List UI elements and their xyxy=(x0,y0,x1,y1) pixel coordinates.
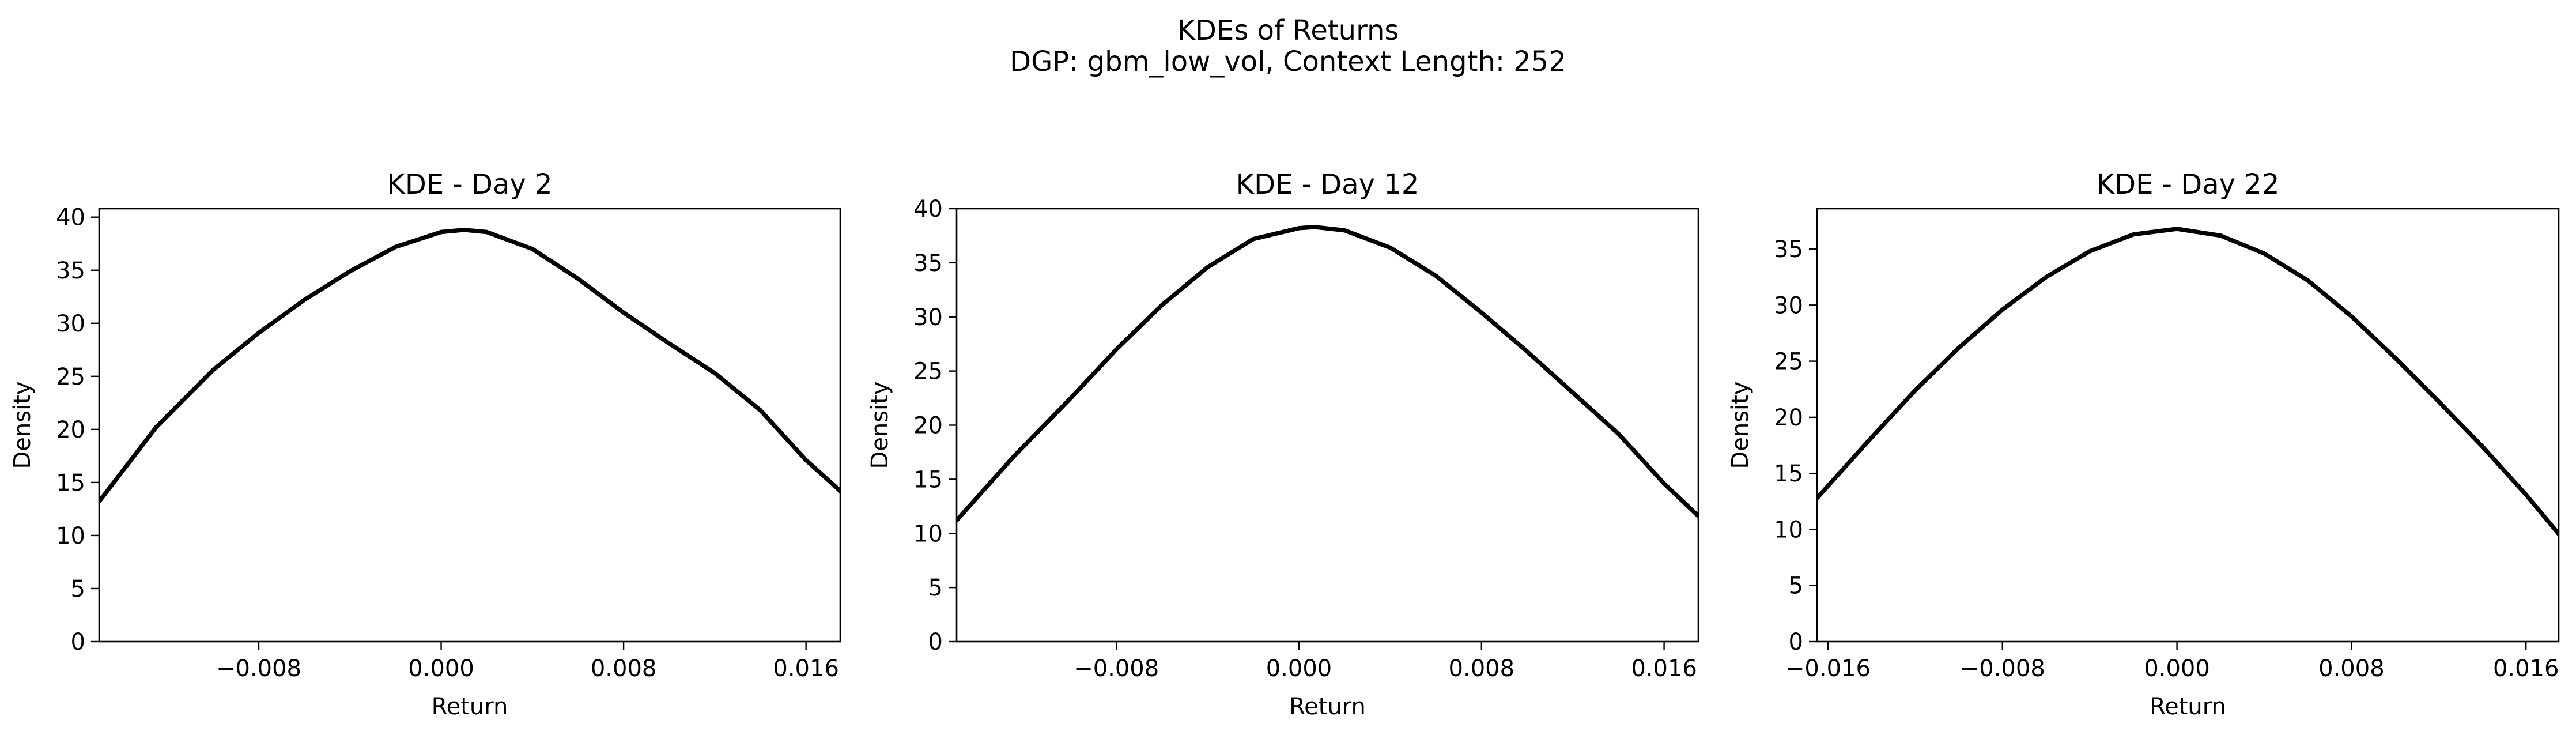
y-tick-label: 30 xyxy=(913,304,943,331)
x-tick-label: 0.016 xyxy=(2493,655,2559,682)
plot-frame xyxy=(955,208,1699,643)
y-tick-label: 25 xyxy=(56,364,85,390)
chart-panel-1: −0.008 0.000 0.008 0.016 0 5 10 15 20 25 30 35 40 KDE… xyxy=(9,168,841,720)
y-axis-label: Density xyxy=(9,381,36,469)
x-tick-label: −0.008 xyxy=(1960,655,2045,682)
chart-title: KDE - Day 12 xyxy=(1236,168,1419,201)
y-tick-label: 20 xyxy=(1774,405,1803,431)
chart-title: KDE - Day 22 xyxy=(2097,168,2280,201)
y-tick-label: 35 xyxy=(56,258,85,284)
x-tick-label: −0.016 xyxy=(1785,655,1871,682)
y-tick-label: 15 xyxy=(913,466,943,493)
x-tick-label: −0.008 xyxy=(216,655,301,682)
figure-title-line1: KDEs of Returns xyxy=(1177,14,1399,47)
y-tick-label: 0 xyxy=(928,629,943,655)
y-tick-label: 25 xyxy=(913,359,943,385)
y-tick-label: 5 xyxy=(1789,573,1803,600)
kde-line xyxy=(957,225,1698,523)
y-tick-label: 10 xyxy=(56,523,85,549)
y-tick-label: 25 xyxy=(1774,349,1803,375)
chart-panel-3: −0.016 −0.008 0.000 0.008 0.016 0 5 10 15 20 25 30 3… xyxy=(1727,168,2560,720)
kde-line xyxy=(99,228,840,504)
y-tick-label: 5 xyxy=(928,575,943,601)
x-axis-label: Return xyxy=(2150,693,2226,720)
x-tick-label: −0.008 xyxy=(1074,655,1159,682)
x-tick-label: 0.016 xyxy=(773,655,839,682)
y-tick-label: 20 xyxy=(56,417,85,443)
y-tick-label: 10 xyxy=(913,521,943,547)
y-tick-label: 15 xyxy=(56,470,85,496)
y-tick-label: 35 xyxy=(913,250,943,277)
x-tick-label: 0.000 xyxy=(408,655,474,682)
y-tick-label: 35 xyxy=(1774,236,1803,263)
x-axis-label: Return xyxy=(432,693,508,720)
y-tick-label: 15 xyxy=(1774,461,1803,487)
plot-frame xyxy=(98,208,841,643)
x-tick-label: 0.016 xyxy=(1631,655,1697,682)
y-axis-label: Density xyxy=(867,381,893,469)
x-tick-label: 0.008 xyxy=(1449,655,1515,682)
y-tick-label: 30 xyxy=(1774,292,1803,319)
x-tick-label: 0.008 xyxy=(2318,655,2385,682)
plot-frame xyxy=(1816,208,2560,643)
y-tick-label: 20 xyxy=(913,413,943,439)
y-tick-label: 40 xyxy=(913,196,943,223)
x-tick-label: 0.000 xyxy=(1266,655,1332,682)
y-tick-label: 0 xyxy=(71,629,85,655)
chart-title: KDE - Day 2 xyxy=(387,168,552,201)
y-tick-label: 5 xyxy=(71,576,85,602)
y-tick-label: 40 xyxy=(56,205,85,231)
y-tick-label: 0 xyxy=(1789,629,1803,655)
figure-title-line2: DGP: gbm_low_vol, Context Length: 252 xyxy=(1010,46,1566,78)
y-tick-label: 10 xyxy=(1774,517,1803,543)
x-tick-label: 0.000 xyxy=(2144,655,2210,682)
y-axis-label: Density xyxy=(1727,381,1754,469)
x-tick-label: 0.008 xyxy=(591,655,657,682)
chart-panel-2: −0.008 0.000 0.008 0.016 0 5 10 15 20 25 30 35 40 KDE… xyxy=(867,168,1699,720)
y-tick-label: 30 xyxy=(56,311,85,337)
x-axis-label: Return xyxy=(1289,693,1366,720)
kde-line xyxy=(1817,227,2559,536)
